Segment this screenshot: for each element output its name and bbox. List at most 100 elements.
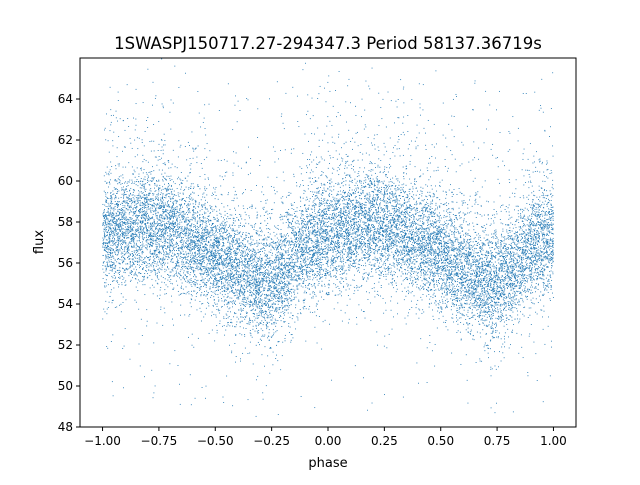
scatter-point: [476, 309, 478, 311]
scatter-point: [548, 198, 549, 200]
scatter-point: [499, 304, 501, 306]
scatter-point: [354, 274, 355, 276]
scatter-points: [102, 58, 554, 417]
scatter-point: [191, 199, 193, 201]
scatter-point: [275, 287, 277, 289]
scatter-point: [416, 243, 417, 245]
scatter-point: [287, 301, 289, 303]
scatter-point: [312, 253, 314, 255]
scatter-point: [145, 227, 147, 229]
scatter-point: [260, 261, 262, 263]
scatter-point: [200, 320, 202, 322]
scatter-point: [345, 101, 347, 103]
scatter-point: [272, 246, 274, 248]
scatter-point: [504, 304, 506, 306]
scatter-point: [466, 300, 468, 302]
scatter-point: [385, 273, 387, 275]
scatter-point: [488, 314, 490, 315]
scatter-point: [323, 189, 325, 191]
scatter-point: [320, 240, 322, 242]
scatter-point: [324, 285, 326, 287]
scatter-point: [307, 217, 308, 219]
scatter-point: [522, 233, 524, 235]
scatter-point: [442, 302, 444, 304]
scatter-point: [376, 204, 378, 205]
scatter-point: [500, 267, 502, 269]
scatter-point: [444, 241, 446, 243]
scatter-point: [203, 294, 205, 296]
scatter-point: [432, 199, 434, 201]
scatter-point: [390, 180, 392, 182]
scatter-point: [372, 205, 373, 207]
scatter-point: [271, 314, 273, 316]
scatter-point: [299, 268, 301, 270]
scatter-point: [346, 238, 348, 240]
scatter-point: [502, 248, 504, 250]
scatter-point: [173, 210, 175, 212]
scatter-point: [478, 314, 480, 316]
scatter-point: [312, 264, 314, 266]
scatter-point: [309, 234, 311, 236]
scatter-point: [540, 223, 542, 225]
scatter-point: [152, 238, 154, 240]
scatter-point: [236, 253, 238, 255]
scatter-point: [316, 268, 318, 269]
scatter-point: [149, 243, 151, 245]
scatter-point: [533, 341, 535, 343]
scatter-point: [297, 260, 299, 262]
scatter-point: [466, 264, 468, 265]
scatter-point: [487, 344, 488, 346]
scatter-point: [298, 278, 300, 280]
scatter-point: [287, 294, 288, 296]
scatter-point: [305, 260, 307, 262]
scatter-point: [124, 237, 125, 238]
scatter-point: [522, 313, 524, 315]
scatter-point: [467, 298, 469, 300]
scatter-point: [354, 225, 355, 227]
scatter-point: [484, 304, 486, 306]
scatter-point: [124, 214, 126, 216]
scatter-point: [335, 294, 337, 296]
scatter-point: [537, 269, 539, 271]
scatter-point: [487, 304, 489, 305]
scatter-point: [249, 323, 251, 325]
scatter-point: [315, 229, 316, 231]
scatter-point: [311, 208, 313, 210]
scatter-point: [447, 329, 449, 331]
scatter-point: [120, 235, 122, 237]
scatter-point: [347, 174, 349, 176]
scatter-point: [124, 258, 126, 260]
scatter-point: [551, 262, 553, 264]
scatter-point: [167, 227, 169, 228]
scatter-point: [505, 206, 507, 207]
scatter-point: [383, 208, 385, 209]
scatter-point: [543, 279, 545, 281]
scatter-point: [530, 270, 532, 272]
scatter-point: [446, 225, 448, 227]
scatter-point: [137, 198, 139, 200]
scatter-point: [187, 272, 189, 274]
scatter-point: [198, 234, 199, 236]
scatter-point: [378, 150, 380, 151]
scatter-point: [267, 298, 269, 300]
scatter-point: [520, 311, 521, 313]
scatter-point: [117, 205, 119, 207]
scatter-point: [169, 111, 171, 113]
scatter-point: [447, 212, 449, 214]
scatter-point: [286, 280, 288, 282]
scatter-point: [531, 264, 533, 266]
scatter-point: [405, 249, 407, 251]
scatter-point: [117, 234, 118, 235]
scatter-point: [347, 248, 349, 250]
scatter-point: [481, 360, 483, 362]
scatter-point: [161, 269, 163, 271]
scatter-point: [312, 115, 314, 117]
scatter-point: [404, 253, 405, 254]
scatter-point: [157, 268, 159, 270]
scatter-point: [398, 212, 400, 214]
scatter-point: [448, 260, 450, 262]
scatter-point: [116, 180, 118, 182]
scatter-point: [496, 295, 498, 297]
scatter-point: [141, 211, 143, 213]
scatter-point: [526, 208, 528, 210]
